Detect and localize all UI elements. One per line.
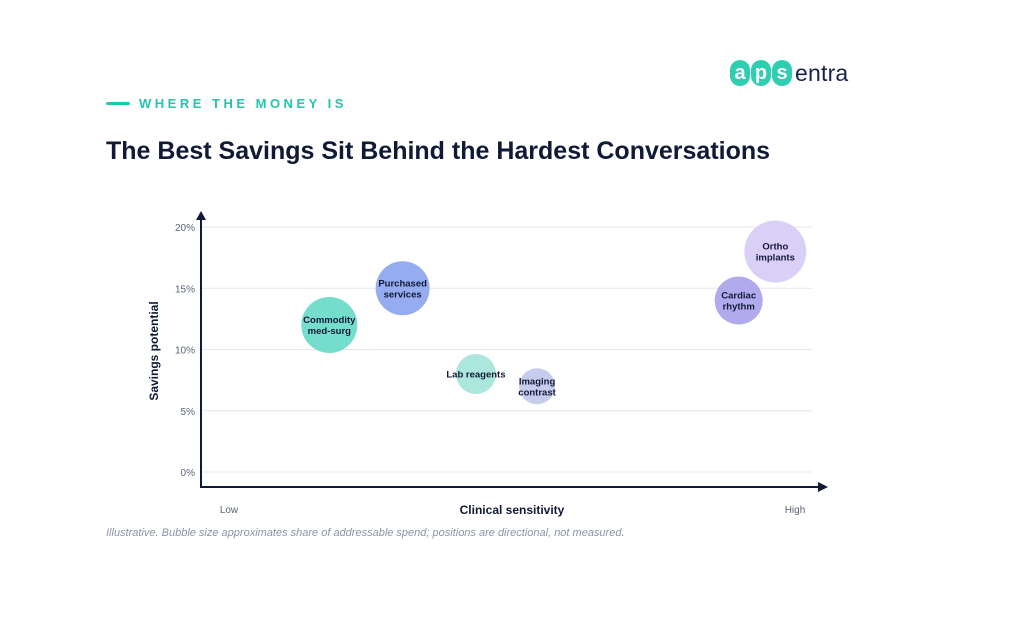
apsentra-logo: a p s entra xyxy=(730,58,848,88)
bubble-label: services xyxy=(384,289,422,300)
bubble-label: Lab reagents xyxy=(446,370,505,381)
bubble-circle xyxy=(375,261,430,316)
y-tick-label: 0% xyxy=(181,468,196,479)
section-eyebrow: WHERE THE MONEY IS xyxy=(106,96,347,111)
chart-footnote: Illustrative. Bubble size approximates s… xyxy=(106,527,625,539)
y-tick-label: 10% xyxy=(175,346,195,357)
x-tick-label-low: Low xyxy=(220,505,239,516)
x-axis-arrow xyxy=(818,482,828,492)
y-axis-label: Savings potential xyxy=(147,301,161,400)
chart-axes xyxy=(196,211,828,492)
bubble-label: implants xyxy=(756,253,795,264)
x-axis-label: Clinical sensitivity xyxy=(460,503,565,517)
bubble-label: contrast xyxy=(518,387,556,398)
bubble-circle xyxy=(744,220,807,283)
bubble-label: Purchased xyxy=(378,278,427,289)
y-tick-labels: 0% 5% 10% 15% 20% xyxy=(175,223,195,479)
bubble-circle xyxy=(301,297,358,353)
logo-wordmark: entra xyxy=(795,59,849,86)
page-title: The Best Savings Sit Behind the Hardest … xyxy=(106,137,771,165)
logo-letter: s xyxy=(772,60,792,86)
bubble-label: med-surg xyxy=(308,326,351,337)
logo-letter: a xyxy=(730,60,750,86)
y-tick-label: 20% xyxy=(175,223,195,234)
y-axis-arrow xyxy=(196,211,206,220)
logo-letter: p xyxy=(751,60,771,86)
bubble: Lab reagents xyxy=(446,354,506,394)
y-tick-label: 15% xyxy=(175,284,195,295)
bubble-circle xyxy=(455,354,496,394)
logo-mark: a p s xyxy=(730,60,792,86)
eyebrow-rule xyxy=(106,102,130,105)
bubble-label: Imaging xyxy=(519,376,556,387)
bubble-label: Commodity xyxy=(303,315,356,326)
eyebrow-text: WHERE THE MONEY IS xyxy=(139,96,347,111)
y-tick-label: 5% xyxy=(181,407,196,418)
bubble-label: Cardiac xyxy=(721,291,756,302)
bubble-circle xyxy=(519,368,556,405)
x-tick-label-high: High xyxy=(785,505,806,516)
bubble-label: Ortho xyxy=(762,242,788,253)
chart-gridlines xyxy=(201,226,812,473)
bubble-label: rhythm xyxy=(723,302,755,313)
bubble-circle xyxy=(714,276,763,325)
